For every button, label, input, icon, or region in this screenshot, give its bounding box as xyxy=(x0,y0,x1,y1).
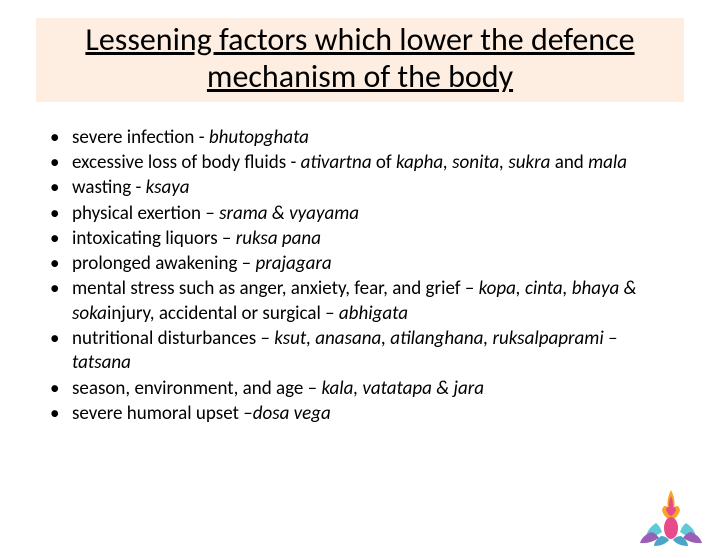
list-item: mental stress such as anger, anxiety, fe… xyxy=(42,277,678,326)
bullet-text: prolonged awakening – xyxy=(72,252,255,275)
list-item: physical exertion – srama & vyayama xyxy=(42,202,678,226)
bullet-italic: kala, vatatapa & jara xyxy=(321,377,484,400)
lotus-flame-icon xyxy=(636,488,706,548)
title-container: Lessening factors which lower the defenc… xyxy=(36,18,684,102)
bullet-text: severe infection - xyxy=(72,126,209,149)
bullet-text: severe humoral upset – xyxy=(72,402,253,425)
bullet-italic: prajagara xyxy=(255,252,331,275)
logo-icon xyxy=(636,488,706,548)
bullet-text: mental stress such as anger, anxiety, fe… xyxy=(72,277,479,300)
list-item: severe infection - bhutopghata xyxy=(42,126,678,150)
bullet-text: of xyxy=(376,151,396,174)
bullet-text: and xyxy=(555,151,588,174)
slide-title: Lessening factors which lower the defenc… xyxy=(46,22,674,96)
bullet-italic: abhigata xyxy=(339,302,408,325)
bullet-text: injury, accidental or surgical – xyxy=(107,302,339,325)
bullet-italic: ativartna xyxy=(301,151,376,174)
list-item: season, environment, and age – kala, vat… xyxy=(42,377,678,401)
bullet-italic: srama & vyayama xyxy=(219,202,359,225)
bullet-text: intoxicating liquors – xyxy=(72,227,236,250)
list-item: intoxicating liquors – ruksa pana xyxy=(42,227,678,251)
bullet-text: season, environment, and age – xyxy=(72,377,321,400)
content-area: severe infection - bhutopghata excessive… xyxy=(42,126,678,427)
list-item: excessive loss of body fluids - ativartn… xyxy=(42,151,678,175)
list-item: prolonged awakening – prajagara xyxy=(42,252,678,276)
list-item: nutritional disturbances – ksut, anasana… xyxy=(42,327,678,376)
bullet-text: nutritional disturbances – xyxy=(72,327,274,350)
list-item: wasting - ksaya xyxy=(42,176,678,200)
bullet-text: excessive loss of body fluids - xyxy=(72,151,301,174)
bullet-italic: mala xyxy=(588,151,627,174)
bullet-list: severe infection - bhutopghata excessive… xyxy=(42,126,678,427)
bullet-italic: ruksa pana xyxy=(236,227,321,250)
bullet-italic: kapha, sonita, sukra xyxy=(396,151,555,174)
bullet-italic: ksaya xyxy=(146,176,190,199)
bullet-italic: bhutopghata xyxy=(209,126,309,149)
bullet-text: wasting - xyxy=(72,176,146,199)
bullet-italic: dosa vega xyxy=(253,402,331,425)
bullet-text: physical exertion – xyxy=(72,202,219,225)
list-item: severe humoral upset –dosa vega xyxy=(42,402,678,426)
